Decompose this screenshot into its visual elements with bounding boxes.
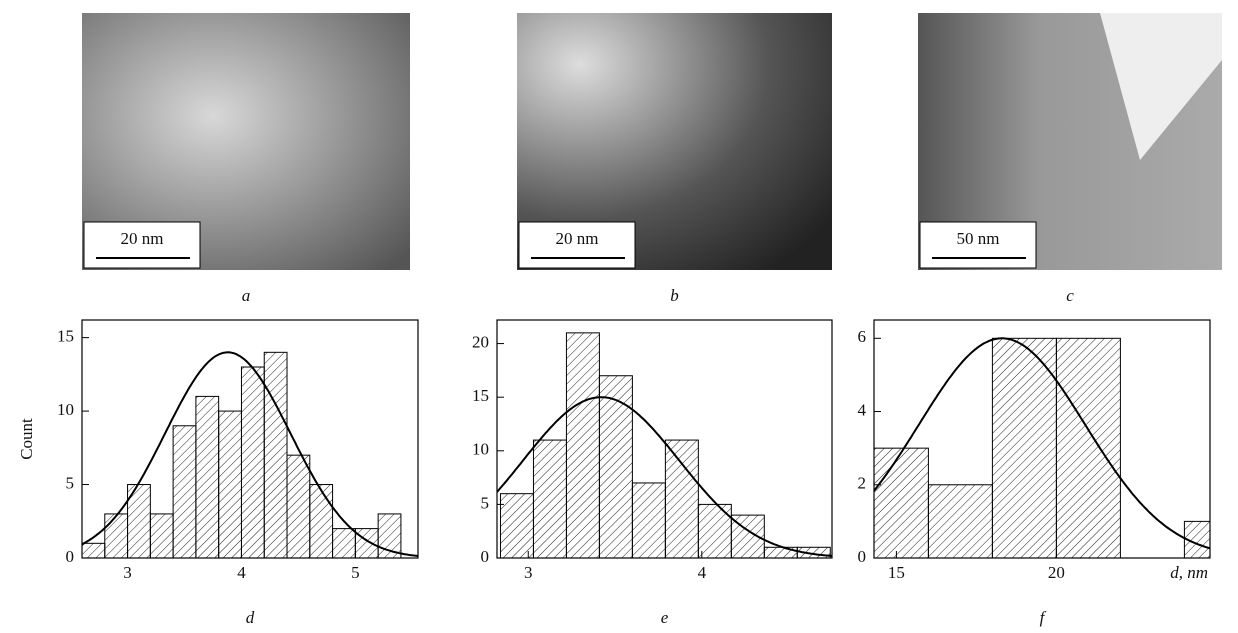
plot-frame [873,319,1211,559]
x-tick-label: 5 [351,563,360,582]
bar [1055,337,1121,558]
histogram: 3 4 5 0 5 10 15 Count d [17,319,419,627]
bar [172,425,197,558]
bar [1183,520,1210,558]
y-tick-label: 5 [481,493,490,512]
x-tick-label: 3 [524,563,533,582]
bars [82,351,418,558]
bar [927,484,993,558]
bar [332,528,356,558]
bar [664,439,699,558]
y-axis-label: Count [17,418,36,460]
bar [499,493,534,558]
bar [263,351,288,558]
scale-bar-label: 20 nm [556,229,599,248]
histograms: 3 4 5 0 5 10 15 Count d 3 4 0 5 10 15 20 e 15 20 0 2 4 6 d, nm f [17,319,1211,627]
bar [218,410,242,558]
bar [149,513,174,558]
fit-curve [874,337,1210,550]
y-tick-label: 0 [858,547,867,566]
scale-bar-box [518,221,636,269]
y-tick-label: 5 [66,473,75,492]
fit-curve [82,351,418,557]
fit-curve [497,396,832,557]
panel-caption: b [670,286,679,305]
panel-caption: c [1066,286,1074,305]
plot-frame [496,319,833,559]
y-tick-label: 4 [858,400,867,419]
bars [874,337,1210,558]
histogram: 15 20 0 2 4 6 d, nm f [858,319,1211,627]
y-tick-label: 10 [57,400,74,419]
x-tick-label: 3 [123,563,132,582]
y-tick-label: 20 [472,332,489,351]
panel-caption: f [1040,608,1047,627]
x-tick-label: 20 [1048,563,1065,582]
panel-caption: e [661,608,669,627]
plot-frame [81,319,419,559]
bar [309,484,334,558]
y-tick-label: 6 [858,327,867,346]
y-tick-label: 0 [66,547,75,566]
scale-bar-box [919,221,1037,269]
bar [631,482,666,558]
panel-caption: a [242,286,251,305]
y-tick-label: 0 [481,547,490,566]
bar [240,366,265,558]
y-tick-label: 15 [57,327,74,346]
bar [796,546,831,558]
micrographs: 20 nm a 20 nm b 50 nm c [82,13,1222,305]
bar [195,395,220,558]
bar [82,542,106,558]
bar [354,528,379,558]
panel-caption: d [246,608,255,627]
scale-bar-label: 50 nm [957,229,1000,248]
bar [598,375,633,558]
y-tick-label: 15 [472,386,489,405]
scale-bar-box [83,221,201,269]
x-tick-label: 4 [698,563,707,582]
x-tick-label: 4 [237,563,246,582]
x-tick-label: 15 [888,563,905,582]
bar [991,337,1057,558]
bright-region [1100,13,1222,160]
x-axis-label: d, nm [1170,563,1208,582]
bar [565,332,600,558]
y-tick-label: 10 [472,440,489,459]
bar [286,454,311,558]
scale-bar-label: 20 nm [121,229,164,248]
bar [532,439,567,558]
histogram: 3 4 0 5 10 15 20 e [472,319,833,627]
bar [763,546,798,558]
bars [497,332,832,558]
bar [104,513,129,558]
y-tick-label: 2 [858,474,867,493]
